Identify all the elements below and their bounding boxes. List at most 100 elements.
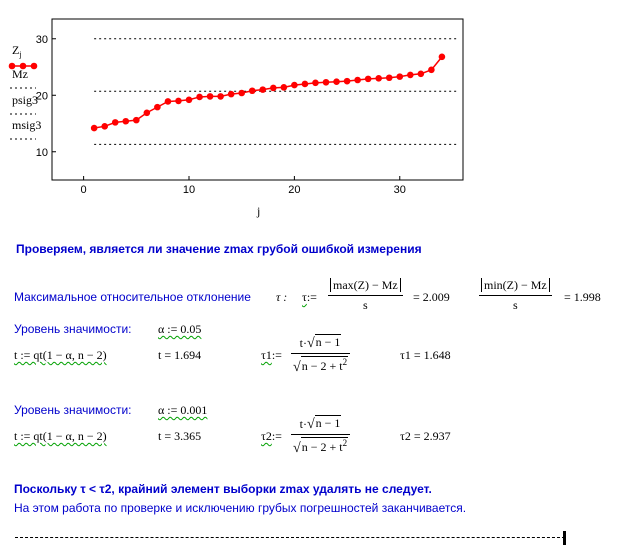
data-point	[333, 78, 340, 86]
chart: Zj Mz psig3 msig3 0 10 20 30 10 20 30 j	[8, 18, 464, 218]
x-tick-label: 30	[394, 184, 406, 196]
y-tick-label: 20	[36, 90, 48, 102]
y-tick-label: 10	[36, 147, 48, 159]
min-denominator: s	[513, 298, 518, 312]
x-tick-label: 0	[81, 184, 87, 196]
data-point	[227, 90, 235, 98]
data-point	[248, 87, 256, 95]
data-point	[175, 97, 182, 105]
legend-marker	[19, 62, 27, 70]
assign-op: :=	[271, 429, 282, 443]
data-point	[280, 84, 288, 91]
x-axis-label: j	[256, 204, 260, 218]
max-denominator: s	[363, 298, 368, 312]
tau1-den-exp: 2	[342, 357, 348, 367]
sig2-alpha: α := 0.001	[158, 403, 208, 417]
conclusion: Поскольку τ < τ2, крайний элемент выборк…	[14, 482, 432, 496]
tau2-num-t: t·	[299, 417, 307, 431]
sig2-t-def: t := qt(1 − α, n − 2)	[14, 429, 107, 443]
max-fraction: max(Z) − Mz s	[328, 278, 403, 313]
tau2-den-root: n − 2 + t	[301, 440, 343, 454]
axis-ticks: 0 10 20 30 10 20 30	[36, 34, 406, 196]
legend-marker	[8, 62, 16, 70]
text-cursor	[563, 531, 566, 545]
sig1-tau-value: τ1 = 1.648	[400, 348, 451, 362]
region-separator	[15, 537, 565, 538]
data-point	[375, 75, 382, 82]
data-point	[407, 71, 414, 79]
sig1-t-def: t := qt(1 − α, n − 2)	[14, 348, 107, 362]
data-point	[164, 98, 172, 105]
plot-frame	[51, 18, 464, 181]
sig2-tau-value: τ2 = 2.937	[400, 429, 451, 443]
x-tick-label: 20	[288, 184, 300, 196]
min-fraction: min(Z) − Mz s	[479, 278, 552, 313]
data-point	[143, 109, 151, 117]
data-point	[364, 75, 372, 83]
data-point	[312, 79, 319, 87]
data-point	[322, 78, 330, 86]
tau-name: τ	[302, 290, 307, 304]
tau2-num-root: n − 1	[314, 415, 342, 430]
legend-label-sub: j	[18, 50, 21, 59]
tau1-num-root: n − 1	[314, 334, 342, 349]
data-point	[396, 73, 404, 80]
sig1-t-value: t = 1.694	[158, 348, 202, 362]
max-dev-label: Максимальное относительное отклонение	[14, 290, 251, 304]
sig2-tau-def: τ2:=	[261, 429, 282, 444]
max-numerator: max(Z) − Mz	[330, 278, 401, 292]
sig1-alpha: α := 0.05	[158, 322, 202, 336]
assign-op: :=	[271, 348, 282, 362]
data-point	[343, 77, 351, 85]
final-note: На этом работа по проверке и исключению …	[14, 501, 467, 515]
min-numerator: min(Z) − Mz	[481, 278, 550, 292]
tau1-name: τ1	[261, 348, 272, 362]
data-point	[111, 119, 119, 126]
series-z	[90, 53, 446, 132]
data-point	[354, 76, 361, 84]
legend-label: Mz	[12, 67, 28, 81]
data-point	[438, 53, 446, 61]
heading: Проверяем, является ли значение zmax гру…	[16, 242, 422, 256]
assign-op: :=	[306, 290, 317, 304]
data-point	[259, 86, 267, 93]
tau2-name: τ2	[261, 429, 272, 443]
data-point	[101, 123, 108, 130]
data-point	[133, 116, 140, 124]
min-result: = 1.998	[564, 290, 601, 304]
sig1-label: Уровень значимости:	[14, 322, 132, 336]
data-point	[154, 103, 161, 111]
tau2-fraction: t· √ n − 1 √ n − 2 + t2	[291, 415, 351, 456]
legend: Zj Mz psig3 msig3	[8, 43, 41, 140]
tau1-num-t: t·	[299, 336, 307, 350]
data-point	[291, 81, 298, 89]
legend-label: psig3	[12, 93, 38, 107]
data-point	[217, 93, 224, 100]
sig2-t-value: t = 3.365	[158, 429, 202, 443]
sig1-tau-def: τ1:=	[261, 348, 282, 363]
data-point	[417, 70, 425, 78]
data-point	[428, 66, 435, 74]
series-z-line	[94, 56, 443, 129]
legend-label: Zj	[12, 43, 22, 59]
max-result: = 2.009	[413, 290, 450, 304]
data-point	[238, 89, 245, 97]
y-tick-label: 30	[36, 34, 48, 46]
x-tick-label: 10	[183, 184, 195, 196]
data-point	[206, 93, 214, 100]
data-point	[122, 117, 130, 125]
data-point	[90, 124, 98, 132]
tau1-fraction: t· √ n − 1 √ n − 2 + t2	[291, 334, 351, 375]
tau2-den-exp: 2	[342, 438, 348, 448]
legend-label: msig3	[12, 118, 41, 132]
data-point	[301, 80, 309, 88]
data-point	[185, 96, 193, 104]
tau-definition: τ:=	[302, 290, 317, 305]
legend-marker	[30, 62, 38, 70]
tau-symbol: τ :	[276, 290, 288, 304]
tau1-den-root: n − 2 + t	[301, 359, 343, 373]
data-point	[270, 84, 277, 92]
data-point	[196, 93, 203, 101]
data-point	[385, 74, 393, 82]
sig2-label: Уровень значимости:	[14, 403, 132, 417]
